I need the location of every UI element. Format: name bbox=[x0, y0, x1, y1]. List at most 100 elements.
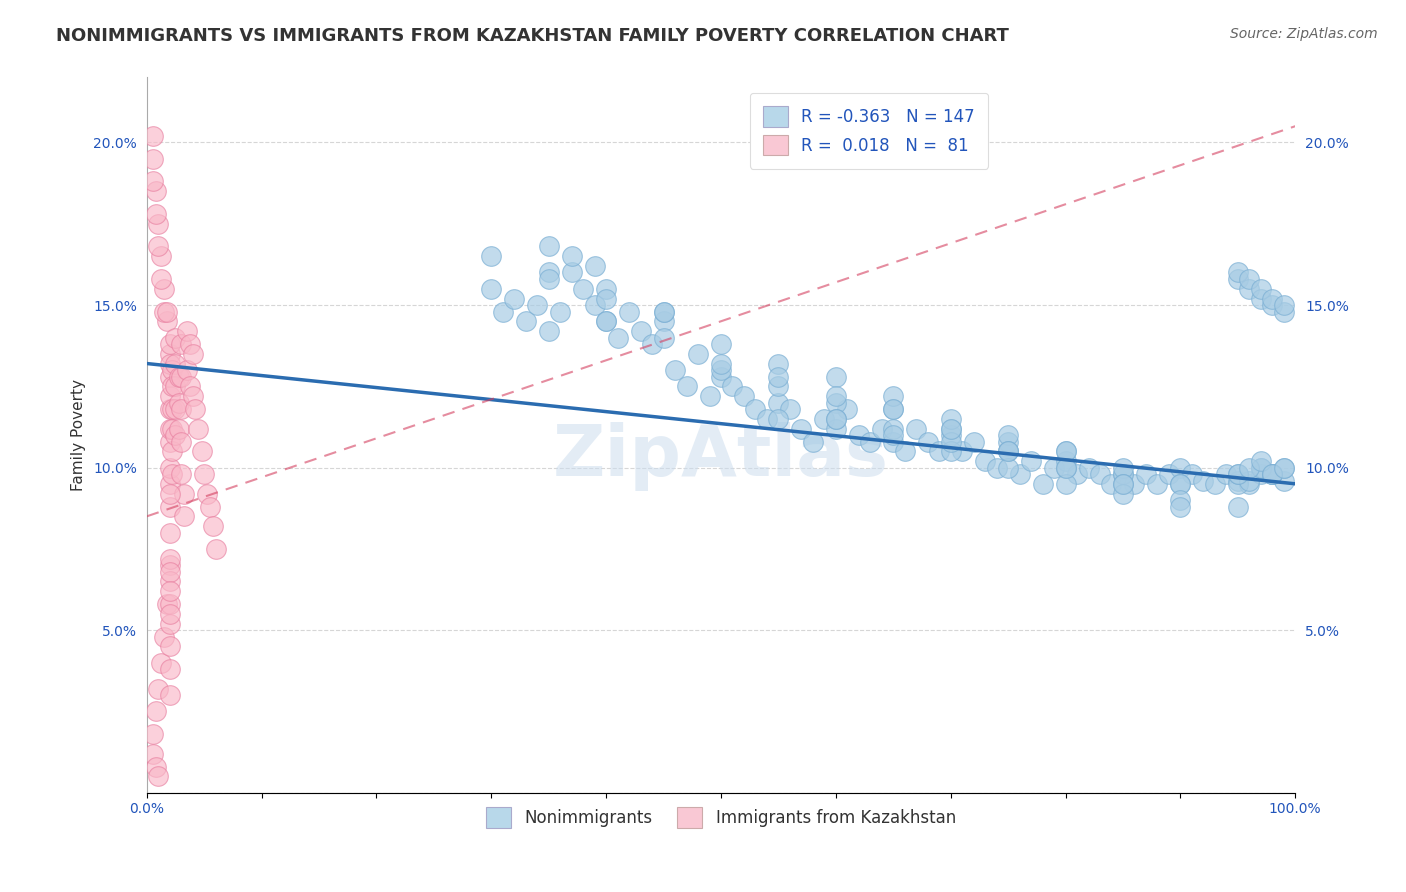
Point bbox=[1054, 460, 1077, 475]
Point bbox=[595, 282, 617, 296]
Point bbox=[159, 597, 181, 611]
Point bbox=[882, 428, 904, 442]
Point bbox=[561, 265, 583, 279]
Point bbox=[1250, 454, 1272, 468]
Point bbox=[824, 369, 846, 384]
Point bbox=[1272, 460, 1295, 475]
Point bbox=[859, 434, 882, 449]
Point bbox=[893, 444, 915, 458]
Point bbox=[160, 363, 183, 377]
Point bbox=[159, 476, 181, 491]
Point bbox=[537, 239, 560, 253]
Point bbox=[1204, 476, 1226, 491]
Point bbox=[1135, 467, 1157, 481]
Point bbox=[159, 688, 181, 702]
Point bbox=[1261, 467, 1284, 481]
Point bbox=[606, 330, 628, 344]
Point bbox=[159, 574, 181, 589]
Point bbox=[170, 434, 193, 449]
Point bbox=[149, 272, 172, 286]
Point bbox=[159, 500, 181, 514]
Point bbox=[176, 324, 198, 338]
Point bbox=[159, 525, 181, 540]
Point bbox=[141, 152, 163, 166]
Point bbox=[1261, 292, 1284, 306]
Point bbox=[1146, 476, 1168, 491]
Point bbox=[173, 509, 195, 524]
Point bbox=[617, 304, 640, 318]
Point bbox=[548, 304, 571, 318]
Point bbox=[652, 314, 675, 328]
Point bbox=[1239, 476, 1261, 491]
Point bbox=[1077, 460, 1099, 475]
Point bbox=[159, 607, 181, 621]
Point bbox=[193, 467, 215, 481]
Point bbox=[160, 379, 183, 393]
Point bbox=[1157, 467, 1180, 481]
Point bbox=[159, 421, 181, 435]
Point bbox=[159, 662, 181, 676]
Point bbox=[963, 434, 986, 449]
Point bbox=[141, 727, 163, 741]
Point bbox=[159, 616, 181, 631]
Point bbox=[537, 272, 560, 286]
Point bbox=[939, 428, 962, 442]
Point bbox=[561, 249, 583, 263]
Point bbox=[159, 558, 181, 573]
Point bbox=[159, 565, 181, 579]
Point bbox=[156, 597, 179, 611]
Point bbox=[1123, 476, 1146, 491]
Point bbox=[882, 421, 904, 435]
Point bbox=[1261, 467, 1284, 481]
Point bbox=[755, 411, 778, 425]
Point bbox=[641, 337, 664, 351]
Point bbox=[1250, 467, 1272, 481]
Point bbox=[148, 769, 170, 783]
Point bbox=[652, 304, 675, 318]
Point bbox=[848, 428, 870, 442]
Point bbox=[790, 421, 813, 435]
Point bbox=[686, 347, 709, 361]
Point bbox=[768, 379, 790, 393]
Point bbox=[1226, 467, 1249, 481]
Point bbox=[149, 249, 172, 263]
Text: ZipAtlas: ZipAtlas bbox=[553, 422, 889, 491]
Point bbox=[1261, 467, 1284, 481]
Point bbox=[167, 395, 190, 409]
Point bbox=[1272, 298, 1295, 312]
Point bbox=[583, 259, 606, 273]
Point bbox=[179, 379, 201, 393]
Point bbox=[1250, 282, 1272, 296]
Point bbox=[824, 395, 846, 409]
Point bbox=[1239, 272, 1261, 286]
Point bbox=[198, 500, 221, 514]
Point bbox=[997, 444, 1019, 458]
Point bbox=[159, 584, 181, 599]
Point bbox=[165, 357, 187, 371]
Point bbox=[159, 460, 181, 475]
Point bbox=[917, 434, 939, 449]
Point bbox=[710, 357, 733, 371]
Point bbox=[997, 434, 1019, 449]
Point bbox=[159, 337, 181, 351]
Point bbox=[195, 486, 218, 500]
Point bbox=[159, 640, 181, 654]
Point bbox=[583, 298, 606, 312]
Point bbox=[1261, 467, 1284, 481]
Point bbox=[824, 411, 846, 425]
Point bbox=[939, 421, 962, 435]
Point bbox=[156, 304, 179, 318]
Point bbox=[824, 389, 846, 403]
Point bbox=[1170, 460, 1192, 475]
Point bbox=[1226, 500, 1249, 514]
Point bbox=[768, 357, 790, 371]
Point bbox=[882, 389, 904, 403]
Point bbox=[595, 314, 617, 328]
Point bbox=[145, 759, 167, 773]
Point bbox=[526, 298, 548, 312]
Point bbox=[1170, 476, 1192, 491]
Point bbox=[170, 402, 193, 417]
Point bbox=[187, 421, 209, 435]
Point bbox=[1261, 298, 1284, 312]
Point bbox=[165, 379, 187, 393]
